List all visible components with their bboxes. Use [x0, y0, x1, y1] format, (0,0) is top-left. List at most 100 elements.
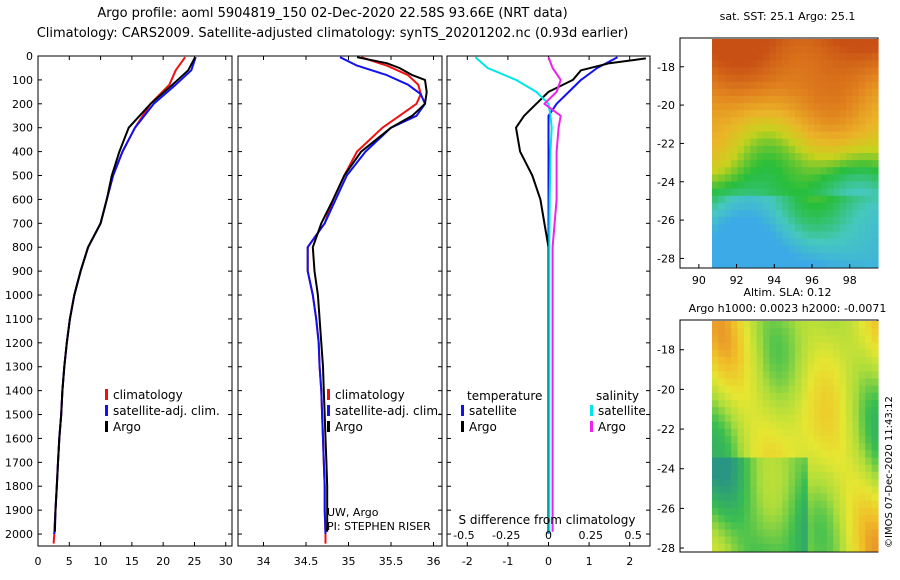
sst-map-cell	[750, 174, 758, 183]
sst-map-cell	[814, 96, 822, 104]
sla-map-cell	[820, 536, 828, 545]
sst-map-cell	[865, 124, 873, 133]
sla-map-cell	[826, 443, 834, 451]
sla-map-cell	[712, 371, 719, 380]
sla-map-cell	[775, 536, 783, 545]
sst-map-cell	[852, 181, 860, 190]
sst-map-cell	[763, 160, 771, 168]
sst-map-cell	[724, 160, 732, 168]
sst-map-cell	[737, 138, 745, 147]
sst-map-cell	[782, 210, 790, 218]
sst-map-cell	[756, 74, 764, 83]
sla-map-cell	[801, 364, 809, 372]
sst-map-cell	[820, 103, 828, 111]
sla-map-cell	[839, 507, 847, 516]
sst-map-cell	[858, 39, 866, 47]
sla-map-cell	[731, 364, 739, 372]
sst-map-cell	[833, 210, 841, 218]
sst-map-cell	[865, 145, 873, 154]
sla-map-cell	[737, 507, 745, 516]
sla-map-cell	[788, 349, 796, 358]
sst-map-cell	[775, 124, 783, 133]
sla-map-cell	[846, 500, 854, 509]
sla-map-cell	[731, 464, 739, 473]
sst-map-cell	[724, 210, 732, 218]
sst-map-cell	[801, 74, 809, 83]
sst-map-cell	[852, 174, 860, 183]
sst-map-cell	[750, 259, 758, 268]
sla-map-cell	[795, 364, 802, 372]
sst-map-cell	[724, 252, 732, 261]
sla-map-cell	[743, 407, 751, 416]
sla-map-cell	[731, 493, 739, 502]
sst-map-cell	[782, 202, 790, 211]
sla-map-cell	[795, 378, 802, 387]
sla-map-cell	[737, 522, 745, 531]
sst-map-cell	[718, 188, 726, 197]
sla-map-cell	[820, 428, 828, 437]
sla-map-cell	[826, 371, 834, 380]
sla-map-cell	[756, 436, 764, 444]
sst-map-cell	[846, 202, 854, 211]
sla-map-cell	[737, 392, 745, 401]
sst-map-cell	[788, 181, 796, 190]
sst-map-cell	[743, 67, 751, 76]
sla-map-cell	[756, 529, 764, 538]
sst-map-cell	[801, 145, 809, 154]
sla-map-cell	[826, 536, 834, 545]
sst-map-cell	[826, 110, 834, 118]
sst-map-cell	[788, 131, 796, 140]
sst-map-cell	[756, 210, 764, 218]
sst-map-cell	[756, 96, 764, 104]
sst-map-cell	[820, 174, 828, 183]
sla-map-cell	[865, 421, 873, 430]
sla-map-cell	[775, 328, 783, 336]
sst-map-y-tick-label: -24	[657, 176, 675, 189]
sst-map-cell	[871, 231, 879, 240]
sst-map-cell	[871, 181, 879, 190]
sst-map-cell	[814, 88, 822, 97]
sst-map-cell	[852, 231, 860, 240]
sla-map-cell	[750, 342, 758, 351]
sst-map-cell	[858, 167, 866, 175]
sla-map-cell	[858, 342, 866, 351]
sst-map-cell	[858, 131, 866, 140]
sla-map-cell	[846, 349, 854, 358]
sst-map-cell	[814, 145, 822, 154]
sst-map-cell	[820, 217, 828, 225]
sla-map-cell	[852, 342, 860, 351]
sla-map-cell	[782, 400, 790, 408]
sst-map-cell	[712, 46, 719, 54]
sla-map-cell	[750, 349, 758, 358]
sla-map-cell	[788, 335, 796, 344]
sla-map-cell	[712, 522, 719, 531]
sst-map-cell	[846, 181, 854, 190]
sst-map-cell	[756, 160, 764, 168]
sla-map-cell	[743, 536, 751, 545]
sst-map-cell	[858, 174, 866, 183]
sst-map-cell	[871, 103, 879, 111]
sla-map-cell	[782, 443, 790, 451]
sst-map-cell	[788, 238, 796, 247]
sst-map-cell	[833, 74, 841, 83]
sst-map-cell	[737, 74, 745, 83]
sla-map-cell	[833, 335, 841, 344]
sst-map-cell	[731, 259, 739, 268]
sst-map-cell	[743, 224, 751, 232]
sla-map-cell	[820, 335, 828, 344]
sla-map-cell	[865, 522, 873, 531]
sla-map-cell	[775, 493, 783, 502]
sst-map-cell	[731, 145, 739, 154]
sla-map-cell	[718, 428, 726, 437]
sla-map-cell	[814, 471, 822, 480]
sla-map-cell	[775, 378, 783, 387]
sst-map-cell	[775, 181, 783, 190]
y-tick-label: 600	[12, 193, 33, 206]
sst-map-cell	[839, 252, 847, 261]
sst-map-cell	[712, 145, 719, 154]
sst-map-cell	[756, 167, 764, 175]
sla-map-cell	[820, 522, 828, 531]
sla-map-cell	[807, 507, 815, 516]
sla-map-cell	[852, 378, 860, 387]
sst-map-cell	[743, 88, 751, 97]
